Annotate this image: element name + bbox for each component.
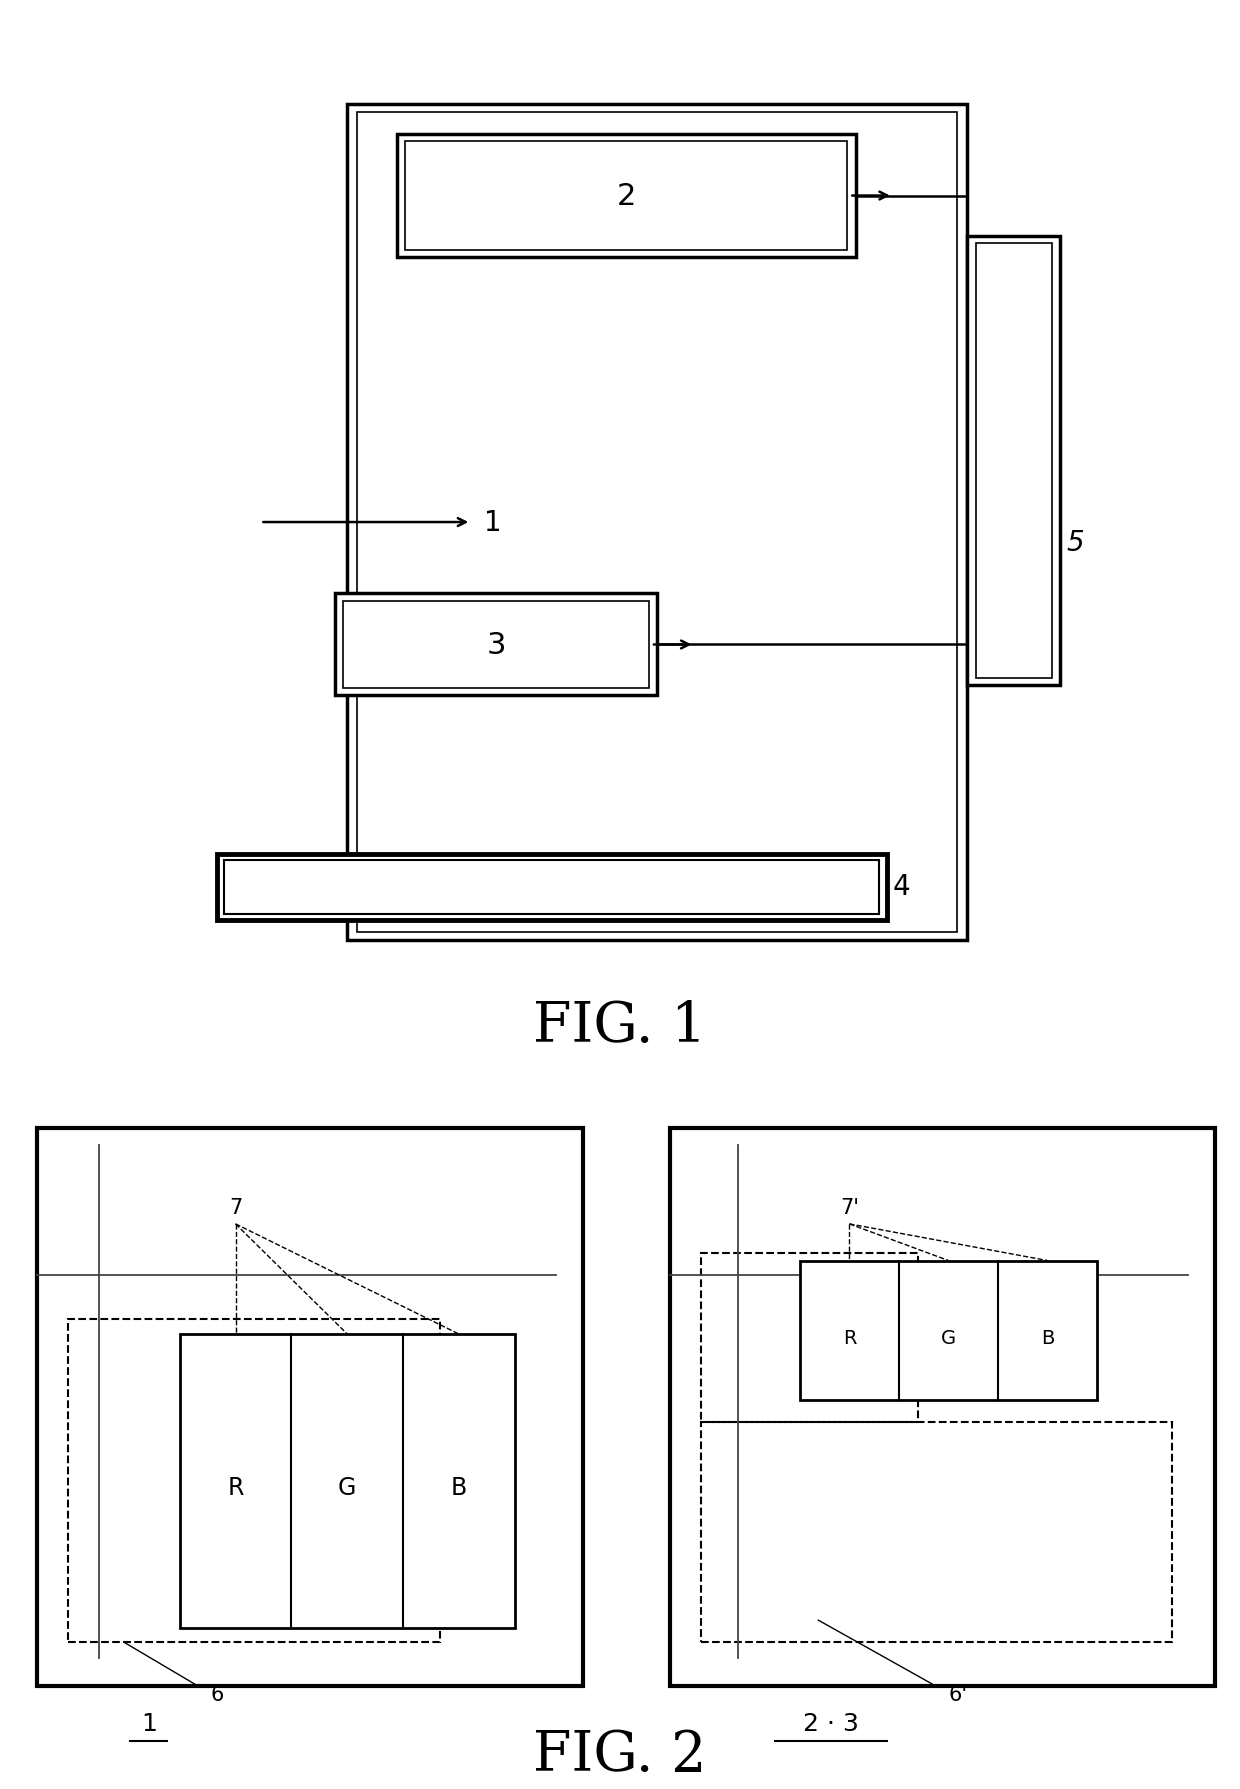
Text: 4: 4 (893, 873, 910, 902)
Text: 3: 3 (486, 630, 506, 660)
Text: R: R (843, 1327, 856, 1347)
Text: B: B (450, 1474, 467, 1499)
Bar (343, 601, 649, 689)
Bar (224, 861, 879, 914)
Bar (37, 1129, 583, 1687)
Text: FIG. 1: FIG. 1 (533, 998, 707, 1054)
Text: 1: 1 (141, 1710, 156, 1735)
Text: G: G (339, 1474, 356, 1499)
Bar (217, 853, 887, 920)
Bar (180, 1335, 515, 1628)
Bar (357, 113, 957, 932)
Text: 6': 6' (949, 1683, 967, 1703)
Bar (800, 1261, 1097, 1401)
Text: 7: 7 (229, 1197, 242, 1217)
Bar (68, 1320, 440, 1642)
Bar (967, 238, 1060, 685)
Text: 7': 7' (839, 1197, 859, 1217)
Bar (347, 104, 967, 941)
Text: G: G (941, 1327, 956, 1347)
Text: 5: 5 (1066, 530, 1084, 556)
Text: 1: 1 (484, 508, 501, 537)
Bar (397, 136, 856, 258)
Bar (670, 1129, 1215, 1687)
Text: FIG. 2: FIG. 2 (533, 1726, 707, 1782)
Bar (335, 594, 657, 696)
Text: R: R (227, 1474, 244, 1499)
Text: 2 · 3: 2 · 3 (802, 1710, 859, 1735)
Text: 2: 2 (616, 182, 636, 211)
Bar (976, 245, 1052, 678)
Bar (701, 1422, 1172, 1642)
Text: B: B (1042, 1327, 1054, 1347)
Text: 6: 6 (211, 1683, 224, 1703)
Bar (405, 143, 847, 250)
Bar (701, 1254, 918, 1422)
